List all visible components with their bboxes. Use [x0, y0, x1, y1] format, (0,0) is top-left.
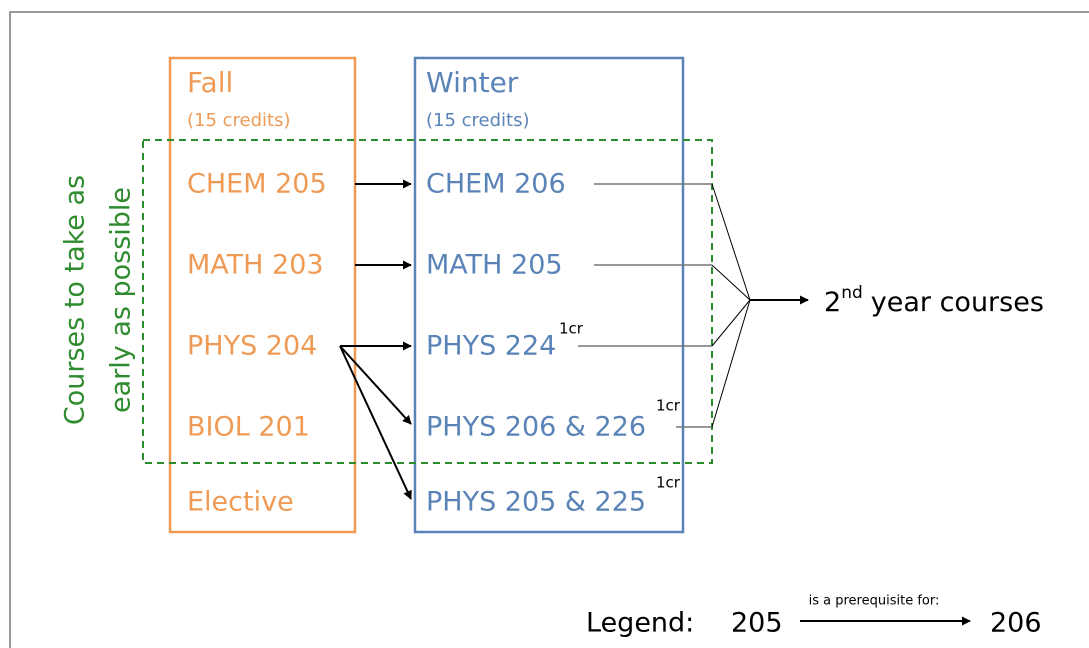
fall-credits: (15 credits): [187, 110, 291, 131]
fall-course: MATH 203: [187, 250, 324, 281]
credit-note: 1cr: [559, 320, 584, 338]
winter-course: PHYS 205 & 225: [426, 487, 646, 518]
winter-credits: (15 credits): [426, 110, 530, 131]
group-label-line: Courses to take as: [60, 175, 91, 425]
fall-box: [168, 56, 357, 534]
legend-relation: is a prerequisite for:: [809, 594, 940, 609]
arrow: [339, 345, 412, 425]
credit-note: 1cr: [656, 474, 681, 492]
group-box: [142, 139, 713, 464]
fall-course: Elective: [187, 487, 294, 518]
connector-lines: [578, 183, 712, 428]
fall-course: PHYS 204: [187, 331, 317, 362]
fall-title: Fall: [187, 66, 233, 99]
winter-course: CHEM 206: [426, 169, 566, 200]
arrow: [339, 345, 412, 500]
winter-course: PHYS 206 & 226: [426, 412, 646, 443]
legend-to: 206: [990, 608, 1042, 639]
winter-title: Winter: [426, 66, 519, 99]
fall-course: CHEM 205: [187, 169, 327, 200]
prereq-arrows: [339, 179, 412, 500]
frame: [9, 11, 1089, 648]
winter-box: [413, 56, 685, 534]
merge-lines: [711, 183, 751, 428]
credit-note: 1cr: [656, 397, 681, 415]
group-label: Courses to take as early as possible: [60, 175, 137, 425]
group-label-line: early as possible: [106, 187, 137, 413]
target-label: 2nd year courses: [824, 283, 1044, 318]
target-text: year courses: [871, 287, 1044, 318]
target-number: 2: [824, 287, 841, 318]
legend-from: 205: [731, 608, 783, 639]
fall-course: BIOL 201: [187, 412, 310, 443]
legend-title: Legend:: [586, 608, 694, 639]
target-suffix: nd: [841, 283, 863, 303]
winter-course: PHYS 224: [426, 331, 556, 362]
winter-course: MATH 205: [426, 250, 563, 281]
